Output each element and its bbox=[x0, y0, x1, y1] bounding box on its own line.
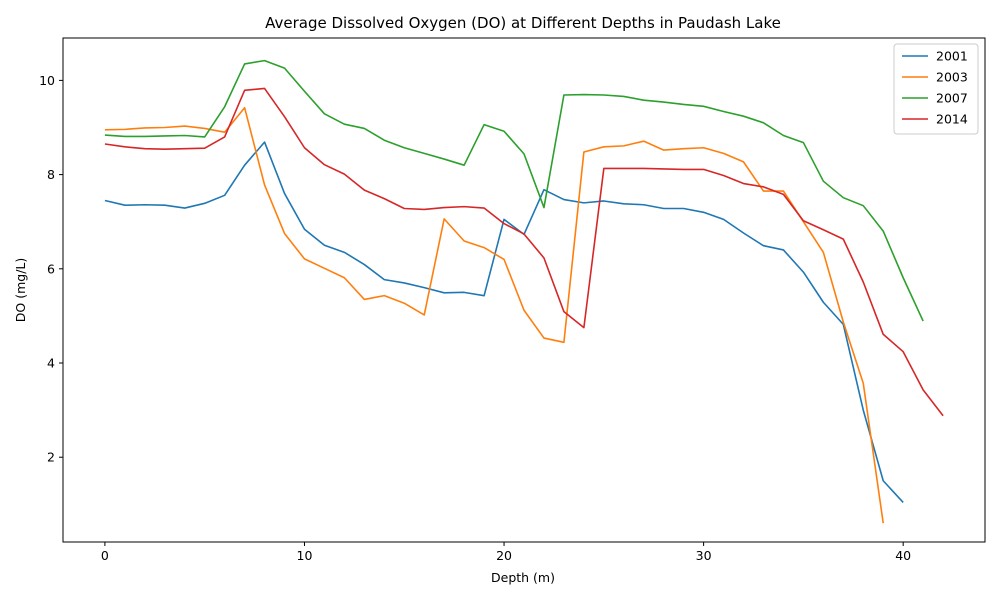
x-tick-label: 10 bbox=[297, 548, 313, 563]
legend-label-2007: 2007 bbox=[936, 91, 968, 106]
y-axis-label: DO (mg/L) bbox=[13, 258, 28, 322]
x-tick-label: 40 bbox=[895, 548, 911, 563]
y-tick-label: 6 bbox=[47, 261, 55, 276]
series-line-2001 bbox=[104, 141, 904, 503]
y-tick-label: 8 bbox=[47, 167, 55, 182]
y-tick-label: 10 bbox=[39, 73, 55, 88]
plot-frame bbox=[62, 37, 986, 543]
series-line-2007 bbox=[104, 59, 924, 322]
series-line-2014 bbox=[104, 87, 944, 417]
legend: 2001 2003 2007 2014 bbox=[893, 43, 979, 135]
legend-box bbox=[893, 43, 979, 135]
x-tick-label: 20 bbox=[496, 548, 512, 563]
legend-label-2001: 2001 bbox=[936, 49, 968, 64]
x-tick-label: 0 bbox=[101, 548, 109, 563]
legend-label-2003: 2003 bbox=[936, 70, 968, 85]
x-axis-label: Depth (m) bbox=[491, 570, 555, 585]
x-tick-label: 30 bbox=[696, 548, 712, 563]
x-axis-ticks: 0 10 20 30 40 bbox=[101, 542, 911, 563]
y-axis-ticks: 2 4 6 8 10 bbox=[39, 73, 63, 465]
series-line-2003 bbox=[104, 106, 885, 524]
chart-title: Average Dissolved Oxygen (DO) at Differe… bbox=[265, 14, 781, 32]
plot-lines bbox=[104, 59, 944, 524]
legend-label-2014: 2014 bbox=[936, 112, 968, 127]
y-tick-label: 2 bbox=[47, 450, 55, 465]
y-tick-label: 4 bbox=[47, 356, 55, 371]
